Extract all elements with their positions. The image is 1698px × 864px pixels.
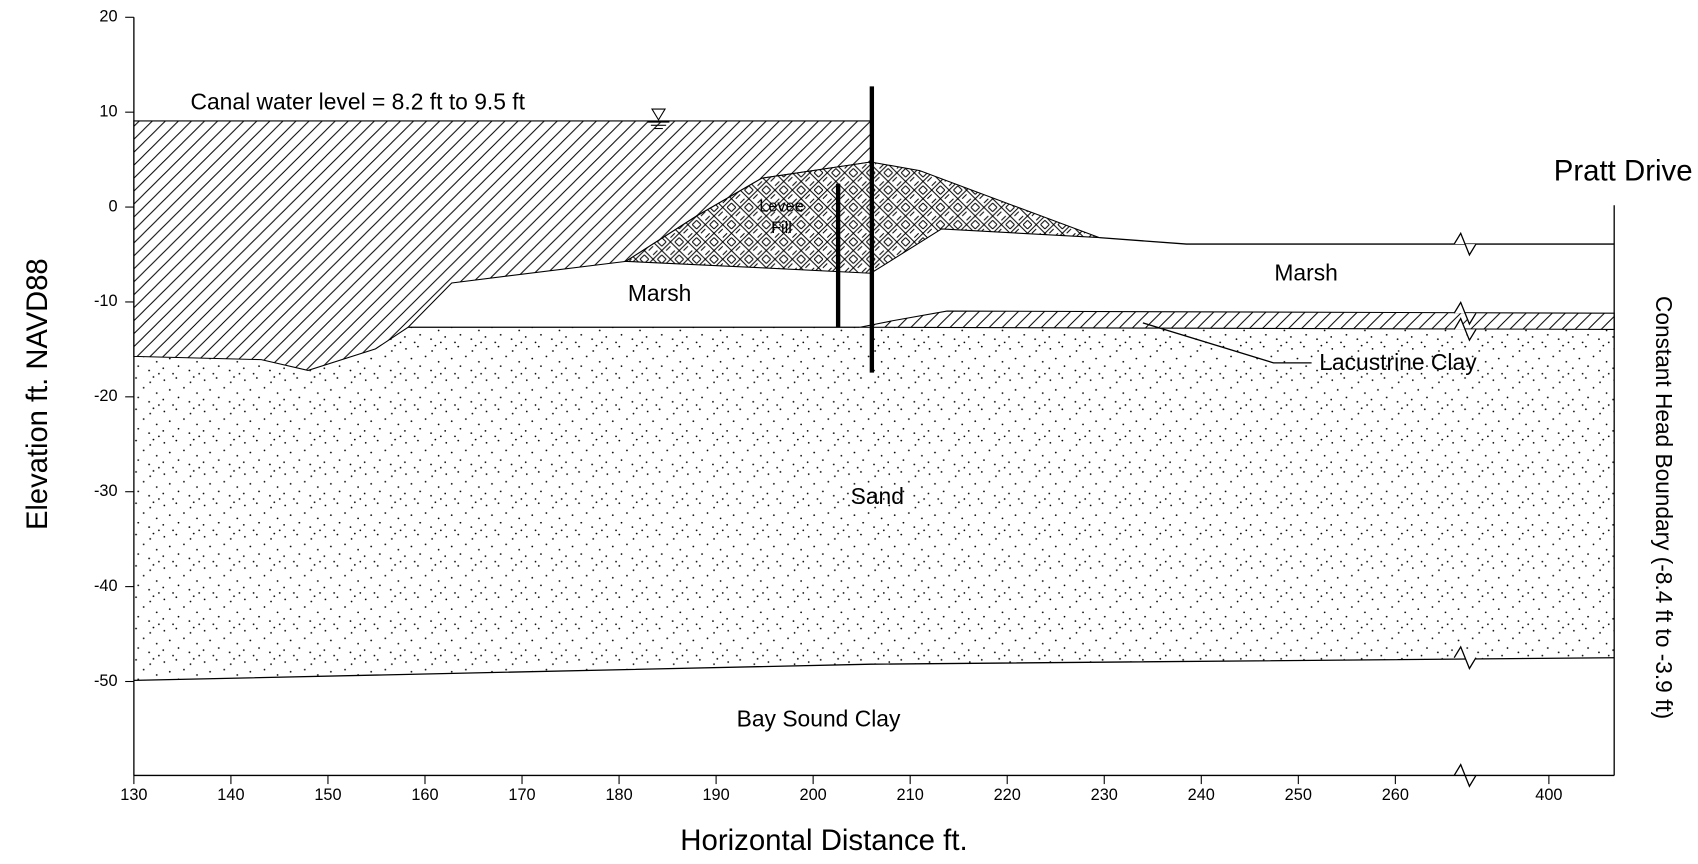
sand-label: Sand: [851, 483, 904, 509]
x-axis-title: Horizontal Distance ft.: [680, 825, 967, 857]
bay-clay-label: Bay Sound Clay: [737, 705, 901, 731]
y-tick-label: -20: [94, 387, 118, 405]
levee-label: Levee: [759, 198, 803, 216]
x-tick-label: 210: [897, 786, 924, 804]
y-tick-label: -40: [94, 577, 118, 595]
marsh-label: Marsh: [1274, 259, 1337, 285]
water-symbol: [648, 109, 670, 128]
x-tick-label: 250: [1285, 786, 1312, 804]
x-tick-label: 260: [1382, 786, 1409, 804]
levee-label: Fill: [771, 219, 792, 237]
marsh-label: Marsh: [628, 280, 691, 306]
x-tick-label: 220: [994, 786, 1021, 804]
x-tick-label: 140: [217, 786, 244, 804]
canal-label: Canal water level = 8.2 ft to 9.5 ft: [190, 89, 525, 115]
cross-section: 20 10 0 -10 -20 -30 -40 -50 130 140 150 160 170 180 19…: [0, 0, 1698, 864]
boundary-label: Constant Head Boundary (-8.4 ft to -3.9 …: [1651, 296, 1677, 719]
x-tick-label: 240: [1188, 786, 1215, 804]
x-tick-label: 190: [702, 786, 729, 804]
x-tick-label: 230: [1091, 786, 1118, 804]
y-axis-title: Elevation ft. NAVD88: [22, 258, 54, 530]
lacustrine-clay-region: [860, 311, 1614, 329]
clay-label: Lacustrine Clay: [1319, 349, 1477, 375]
y-tick-label: 20: [99, 8, 117, 26]
x-tick-label: 200: [800, 786, 827, 804]
x-tick-label: 180: [605, 786, 632, 804]
y-tick-label: 10: [99, 103, 117, 121]
x-tick-label: 130: [120, 786, 147, 804]
x-tick-label: 400: [1535, 786, 1562, 804]
x-tick-label: 170: [508, 786, 535, 804]
y-tick-label: -10: [94, 292, 118, 310]
y-tick-label: -50: [94, 672, 118, 690]
page: {"axes": {"x_label": "Horizontal Distanc…: [0, 0, 1698, 864]
x-tick-label: 150: [314, 786, 341, 804]
pratt-drive-label: Pratt Drive: [1554, 156, 1693, 188]
x-tick-label: 160: [411, 786, 438, 804]
y-tick-label: -30: [94, 482, 118, 500]
y-tick-label: 0: [108, 197, 117, 215]
